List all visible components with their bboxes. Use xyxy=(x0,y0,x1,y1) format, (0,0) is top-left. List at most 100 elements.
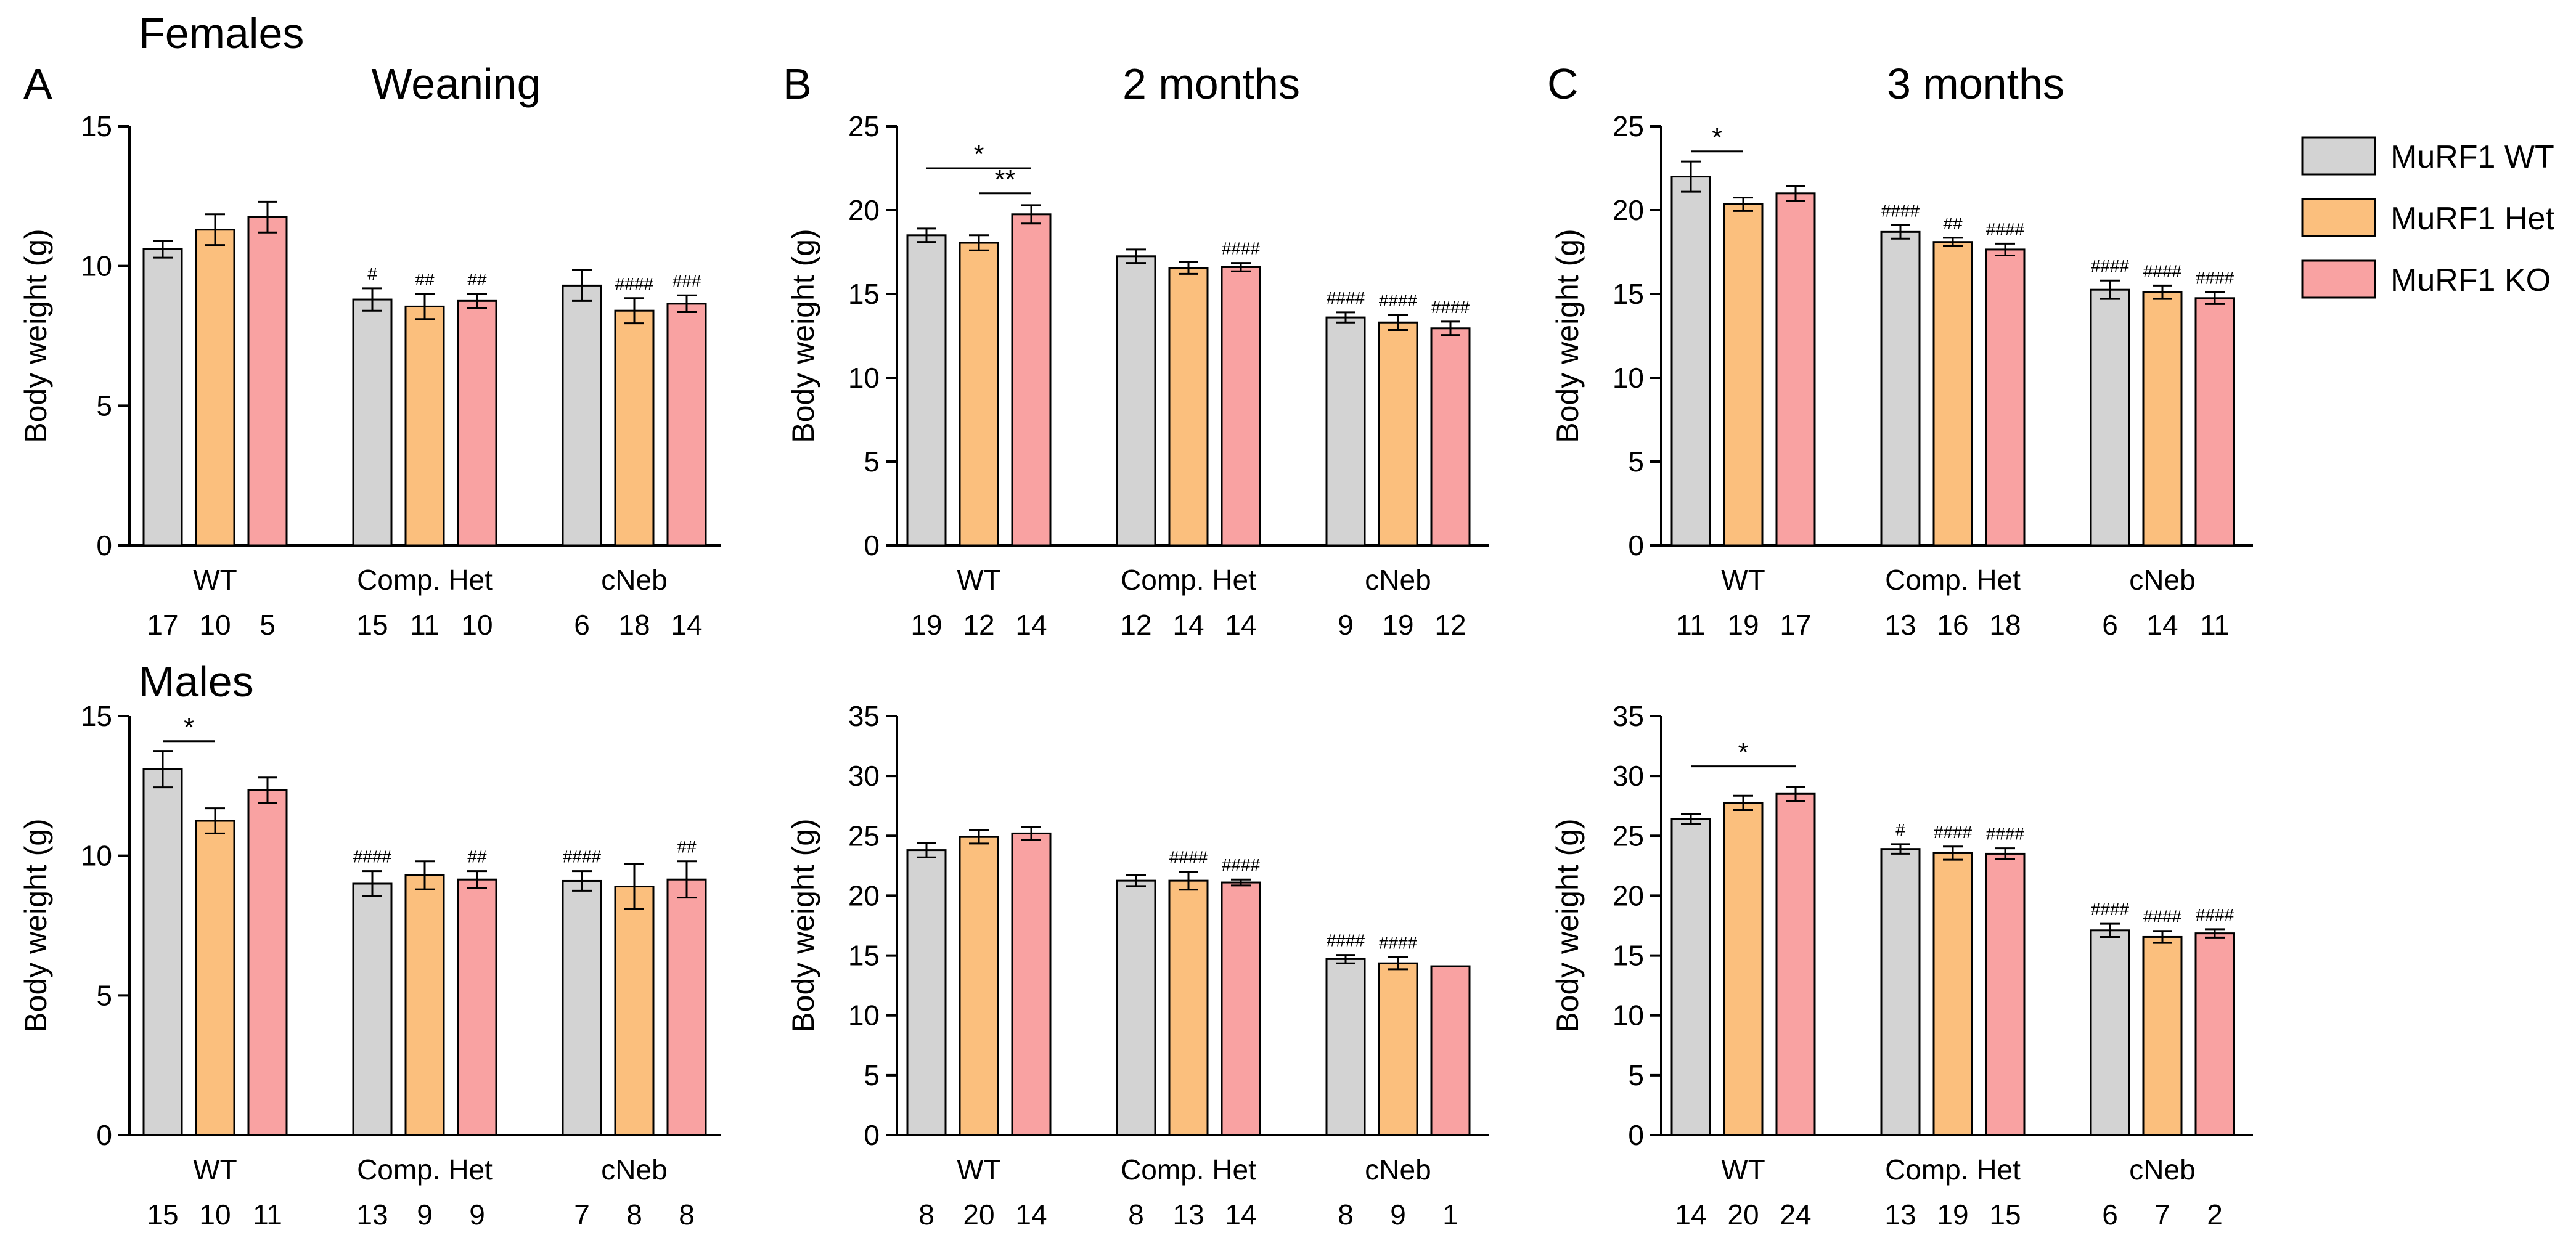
significance-hash: #### xyxy=(1881,201,1920,220)
bar-ko xyxy=(1011,832,1052,1136)
significance-label: * xyxy=(973,139,984,169)
y-axis-label: Body weight (g) xyxy=(18,229,53,442)
n-label: 6 xyxy=(574,609,590,641)
n-label: 9 xyxy=(469,1199,485,1231)
n-label: 8 xyxy=(1338,1199,1354,1231)
legend-label-ko: MuRF1 KO xyxy=(2390,263,2551,298)
legend-label-wt: MuRF1 WT xyxy=(2390,139,2554,175)
n-label: 14 xyxy=(671,609,702,641)
n-label: 14 xyxy=(1675,1199,1706,1231)
bar-wt xyxy=(1670,176,1711,547)
n-label: 9 xyxy=(417,1199,433,1231)
category-label: WT xyxy=(957,1154,1001,1186)
y-tick-label: 35 xyxy=(848,700,880,732)
legend: MuRF1 WT MuRF1 Het MuRF1 KO xyxy=(2301,136,2554,299)
y-tick-label: 30 xyxy=(1613,760,1644,792)
significance-hash: ## xyxy=(467,270,487,289)
category-label: cNeb xyxy=(1365,1154,1431,1186)
significance-label: ** xyxy=(994,165,1015,195)
y-axis-label: Body weight (g) xyxy=(18,818,53,1032)
bar-wt xyxy=(906,234,947,547)
bar-het xyxy=(1932,852,1973,1136)
category-label: cNeb xyxy=(2129,1154,2195,1186)
y-tick-label: 5 xyxy=(1628,446,1644,478)
category-label: WT xyxy=(1721,564,1765,596)
significance-hash: ## xyxy=(1943,214,1963,233)
n-label: 17 xyxy=(147,609,178,641)
n-label: 20 xyxy=(1727,1199,1759,1231)
y-axis-label: Body weight (g) xyxy=(1550,229,1585,442)
bar-het xyxy=(2142,291,2183,547)
bar-het xyxy=(1378,321,1418,547)
y-tick-label: 5 xyxy=(96,389,112,421)
category-label: Comp. Het xyxy=(1885,1154,2021,1186)
significance-hash: #### xyxy=(615,274,654,293)
n-label: 11 xyxy=(1676,609,1706,641)
bar-wt xyxy=(1670,818,1711,1136)
n-label: 12 xyxy=(1434,609,1466,641)
significance-hash: ### xyxy=(673,271,701,290)
n-label: 13 xyxy=(1172,1199,1204,1231)
panel-letter-c: C xyxy=(1547,60,1579,108)
y-tick-label: 0 xyxy=(864,529,880,561)
y-tick-label: 5 xyxy=(1628,1059,1644,1091)
y-tick-label: 15 xyxy=(848,940,880,972)
bar-het xyxy=(1932,241,1973,547)
panel-letter-b: B xyxy=(783,60,812,108)
significance-hash: #### xyxy=(1934,823,1973,842)
significance-hash: #### xyxy=(2091,900,2130,919)
bar-wt xyxy=(2090,929,2130,1136)
significance-hash: #### xyxy=(1379,291,1418,310)
significance-hash: #### xyxy=(2143,261,2182,280)
bar-ko xyxy=(1430,965,1471,1136)
bar-het xyxy=(959,836,999,1136)
significance-hash: # xyxy=(1895,820,1905,839)
significance-label: * xyxy=(1738,738,1748,768)
bar-het xyxy=(1723,203,1764,547)
significance-hash: #### xyxy=(2143,907,2182,926)
category-label: Comp. Het xyxy=(357,564,493,596)
n-label: 7 xyxy=(2154,1199,2170,1231)
y-tick-label: 20 xyxy=(848,879,880,911)
significance-hash: #### xyxy=(1379,933,1418,952)
females-heading: Females xyxy=(139,9,304,57)
n-label: 6 xyxy=(2102,609,2118,641)
legend-swatch-het xyxy=(2301,198,2376,237)
n-label: 12 xyxy=(963,609,994,641)
bar-ko xyxy=(1430,327,1471,547)
bar-wt xyxy=(562,284,602,547)
y-axis-label: Body weight (g) xyxy=(1550,818,1585,1032)
legend-label-het: MuRF1 Het xyxy=(2390,201,2554,237)
y-axis-label: Body weight (g) xyxy=(786,229,820,442)
bar-het xyxy=(614,886,655,1136)
significance-hash: #### xyxy=(563,847,602,866)
n-label: 11 xyxy=(2200,609,2230,641)
y-tick-label: 0 xyxy=(864,1119,880,1151)
y-tick-label: 5 xyxy=(864,1059,880,1091)
category-label: cNeb xyxy=(1365,564,1431,596)
significance-hash: #### xyxy=(1169,848,1208,867)
category-label: WT xyxy=(193,1154,237,1186)
bar-wt xyxy=(142,768,183,1136)
y-tick-label: 10 xyxy=(848,362,880,394)
bar-ko xyxy=(1985,852,2026,1136)
bar-ko xyxy=(1221,266,1261,547)
y-tick-label: 35 xyxy=(1613,700,1644,732)
n-label: 13 xyxy=(1884,609,1916,641)
bar-wt xyxy=(2090,288,2130,547)
y-tick-label: 10 xyxy=(81,250,112,282)
category-label: Comp. Het xyxy=(1121,564,1256,596)
n-label: 14 xyxy=(1015,1199,1047,1231)
significance-hash: #### xyxy=(1327,931,1365,950)
n-label: 8 xyxy=(918,1199,934,1231)
n-label: 7 xyxy=(574,1199,590,1231)
n-label: 8 xyxy=(1128,1199,1144,1231)
bar-ko xyxy=(1775,792,1816,1136)
chart-title: 2 months xyxy=(1122,60,1300,108)
y-tick-label: 25 xyxy=(1613,110,1644,142)
y-tick-label: 15 xyxy=(848,278,880,310)
significance-hash: #### xyxy=(2091,256,2130,275)
n-label: 11 xyxy=(410,609,440,641)
n-label: 13 xyxy=(1884,1199,1916,1231)
